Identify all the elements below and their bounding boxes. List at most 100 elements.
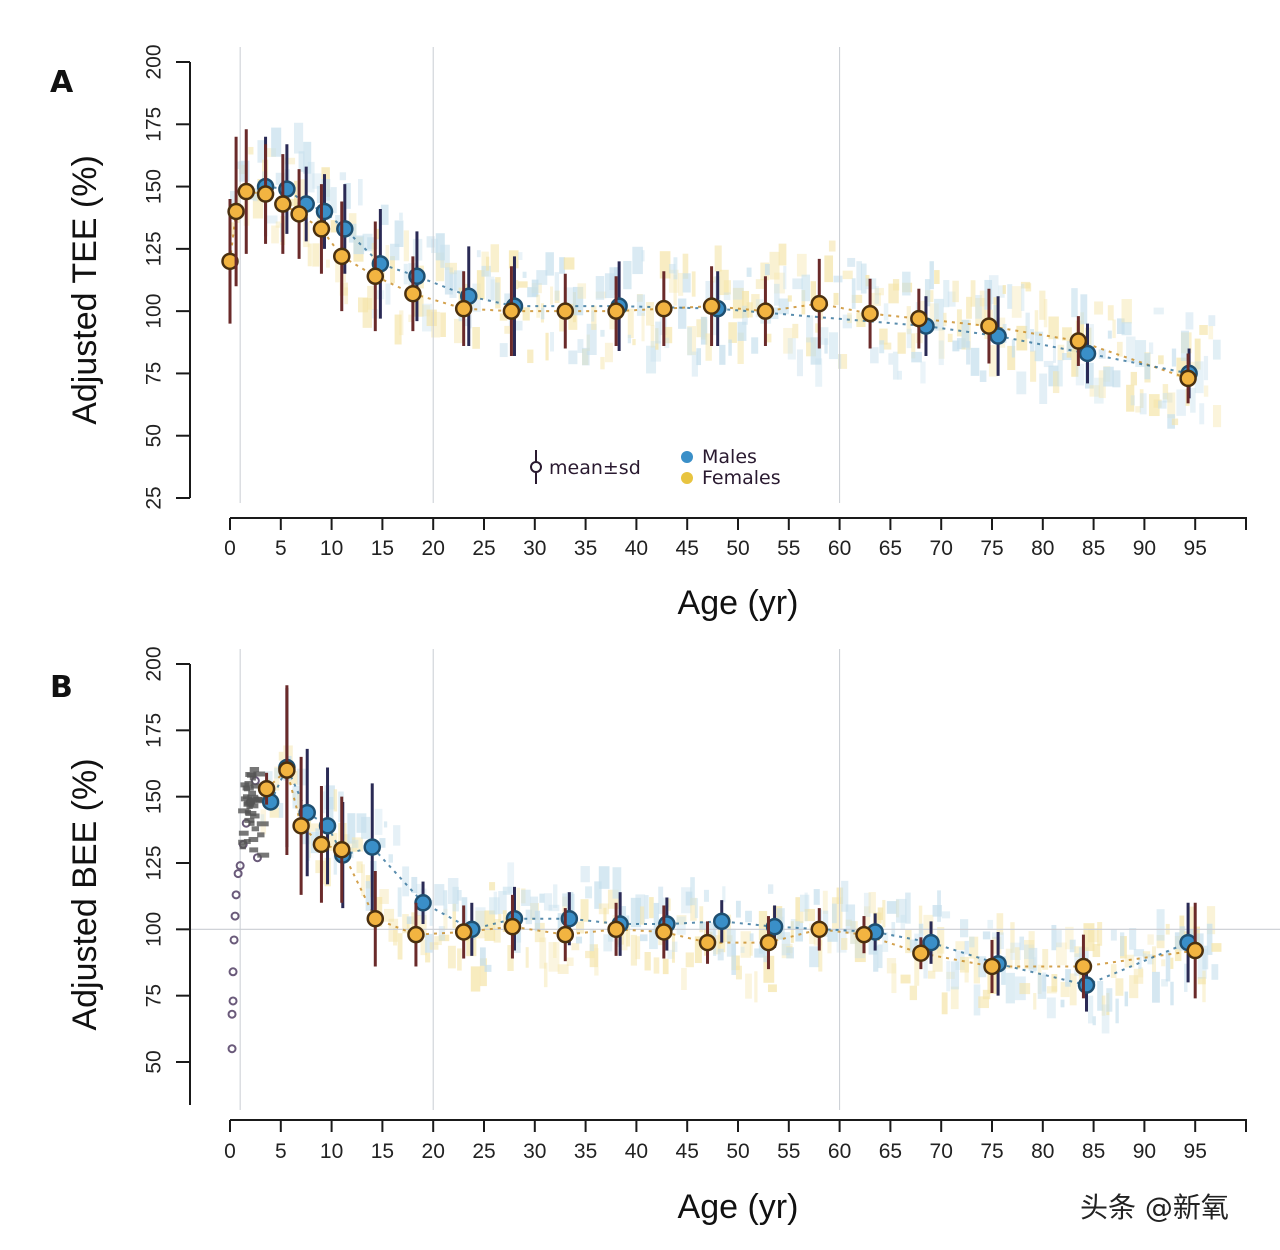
mean-point-females [1186, 941, 1204, 960]
cloud-mark [969, 936, 979, 959]
cloud-mark [685, 952, 694, 968]
cloud-mark [498, 913, 502, 923]
cloud-mark [385, 283, 391, 305]
data-cloud [230, 122, 1222, 429]
cloud-mark [1010, 922, 1015, 953]
cloud-mark [632, 246, 643, 275]
cloud-mark [678, 272, 684, 296]
mean-point-males [1078, 344, 1097, 363]
cloud-mark [710, 276, 718, 283]
cloud-mark [932, 905, 942, 917]
cloud-mark [484, 910, 496, 941]
mean-point-females [655, 299, 673, 318]
cloud-mark [895, 899, 900, 918]
cloud-mark [982, 931, 991, 940]
mean-point-females [607, 302, 625, 320]
cloud-mark [1115, 998, 1119, 1024]
infant-cluster-mark [242, 794, 250, 800]
cloud-mark [1112, 319, 1116, 339]
cloud-mark [653, 902, 659, 935]
cloud-mark [1197, 977, 1206, 985]
cloud-mark [1194, 361, 1204, 394]
cloud-mark [518, 252, 523, 261]
cloud-mark [411, 912, 418, 939]
cloud-mark [1065, 969, 1071, 987]
cloud-mark [589, 944, 598, 968]
cloud-mark [639, 934, 648, 942]
cloud-mark [717, 948, 724, 961]
cloud-mark [795, 921, 803, 942]
mean-point-females [454, 923, 473, 941]
cloud-mark [897, 370, 902, 380]
panel-label: B [50, 670, 73, 705]
cloud-mark [801, 274, 811, 302]
cloud-mark [764, 263, 770, 276]
cloud-mark [970, 280, 976, 307]
cloud-mark [1148, 342, 1154, 354]
cloud-mark [681, 887, 692, 914]
infant-cluster-mark [247, 794, 259, 800]
cloud-mark [668, 263, 676, 274]
cloud-mark [536, 270, 548, 285]
cloud-mark [964, 940, 969, 955]
cloud-mark [406, 917, 411, 934]
infant-point [227, 1044, 237, 1054]
cloud-mark [886, 901, 897, 914]
cloud-mark [351, 837, 363, 852]
cloud-mark [644, 895, 649, 919]
cloud-mark [827, 929, 838, 942]
cloud-mark [851, 278, 856, 309]
mean-point-females [607, 920, 625, 939]
cloud-mark [481, 265, 491, 277]
cloud-mark [856, 312, 866, 328]
x-tick-label: 55 [777, 537, 800, 560]
infant-cluster-mark [251, 826, 260, 832]
cloud-mark [1007, 345, 1016, 371]
panel-label: A [50, 65, 74, 100]
cloud-mark [955, 950, 965, 970]
cloud-mark [902, 271, 911, 296]
cloud-mark [705, 333, 712, 361]
cloud-mark [636, 294, 643, 302]
cloud-mark [557, 964, 569, 974]
cloud-mark [472, 327, 480, 349]
cloud-mark [1126, 336, 1136, 363]
cloud-mark [937, 927, 945, 954]
cloud-mark [353, 235, 365, 255]
x-tick-label: 40 [625, 537, 648, 560]
cloud-mark [787, 295, 792, 302]
infant-cluster-mark [238, 808, 250, 814]
x-tick-label: 10 [320, 537, 343, 560]
infant-cluster-mark [249, 798, 257, 804]
cloud-mark [598, 903, 609, 915]
cloud-mark [330, 220, 338, 233]
cloud-mark [699, 906, 704, 933]
cloud-mark [1030, 329, 1035, 352]
cloud-mark [580, 899, 589, 922]
mean-point-females [227, 202, 245, 221]
cloud-mark [603, 934, 613, 952]
cloud-mark [819, 327, 829, 345]
cloud-mark [799, 894, 810, 912]
cloud-mark [499, 343, 508, 358]
cloud-mark [961, 319, 970, 348]
cloud-mark [348, 213, 357, 237]
cloud-mark [874, 287, 884, 296]
cloud-mark [582, 348, 589, 366]
cloud-mark [918, 923, 924, 950]
cloud-mark [530, 896, 539, 919]
cloud-mark [362, 233, 373, 252]
cloud-mark [627, 308, 634, 339]
cloud-mark [1188, 929, 1199, 940]
cloud-mark [737, 321, 747, 341]
cloud-mark [868, 892, 876, 914]
y-tick-label: 50 [143, 424, 166, 447]
cloud-mark [646, 345, 657, 374]
cloud-mark [271, 127, 282, 157]
cloud-mark [554, 272, 560, 301]
cloud-mark [847, 312, 852, 324]
cloud-mark [956, 338, 966, 350]
cloud-mark [1135, 340, 1147, 368]
cloud-mark [888, 353, 893, 365]
cloud-mark [664, 326, 673, 344]
